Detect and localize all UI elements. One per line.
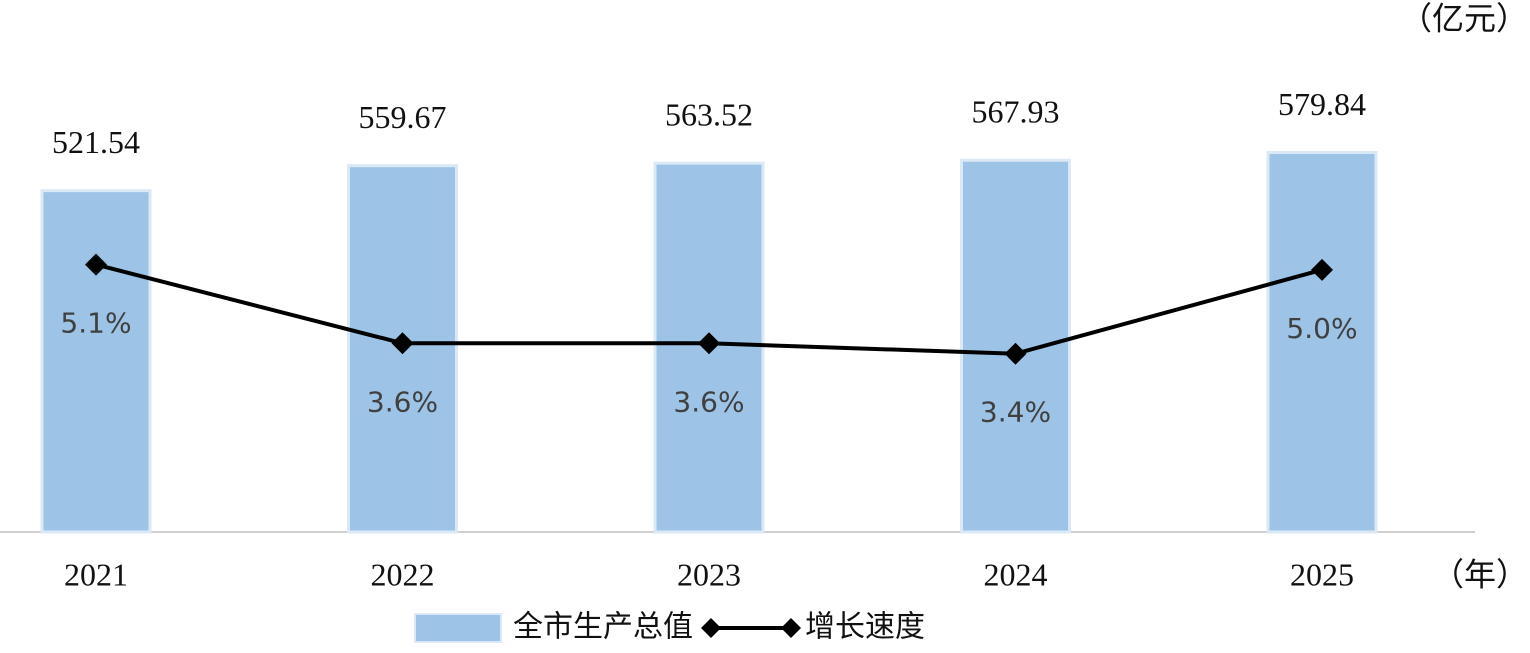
x-tick-label: 2025 — [1290, 556, 1354, 592]
legend-swatch — [414, 613, 502, 643]
x-tick-label: 2023 — [677, 556, 741, 592]
y-unit-label: （亿元） — [1400, 0, 1528, 36]
bar-value-label: 579.84 — [1278, 86, 1366, 122]
bar-value-label: 563.52 — [665, 96, 753, 132]
bar — [1266, 150, 1378, 534]
line-marker — [1004, 342, 1027, 365]
bar-value-label: 559.67 — [359, 99, 447, 135]
bar — [40, 189, 152, 534]
line-value-label: 5.1% — [60, 307, 131, 340]
legend-swatch — [781, 618, 801, 638]
line-value-label: 3.6% — [673, 385, 744, 418]
bar-value-label: 567.93 — [972, 94, 1060, 130]
x-tick-label: 2021 — [64, 556, 128, 592]
x-tick-label: 2022 — [371, 556, 435, 592]
x-unit-label: （年） — [1432, 556, 1528, 592]
bar-value-label: 521.54 — [52, 124, 140, 160]
legend-swatch — [701, 618, 721, 638]
legend-label: 全市生产总值 — [513, 610, 693, 645]
line-value-label: 5.0% — [1286, 312, 1357, 345]
line-marker — [1311, 258, 1333, 281]
legend-label: 增长速度 — [805, 610, 925, 645]
line-marker — [391, 332, 414, 355]
line-marker — [698, 332, 720, 355]
line-value-label: 3.6% — [367, 385, 438, 418]
line-value-label: 3.4% — [980, 396, 1051, 429]
line-marker — [85, 253, 107, 276]
x-tick-label: 2024 — [984, 556, 1048, 592]
